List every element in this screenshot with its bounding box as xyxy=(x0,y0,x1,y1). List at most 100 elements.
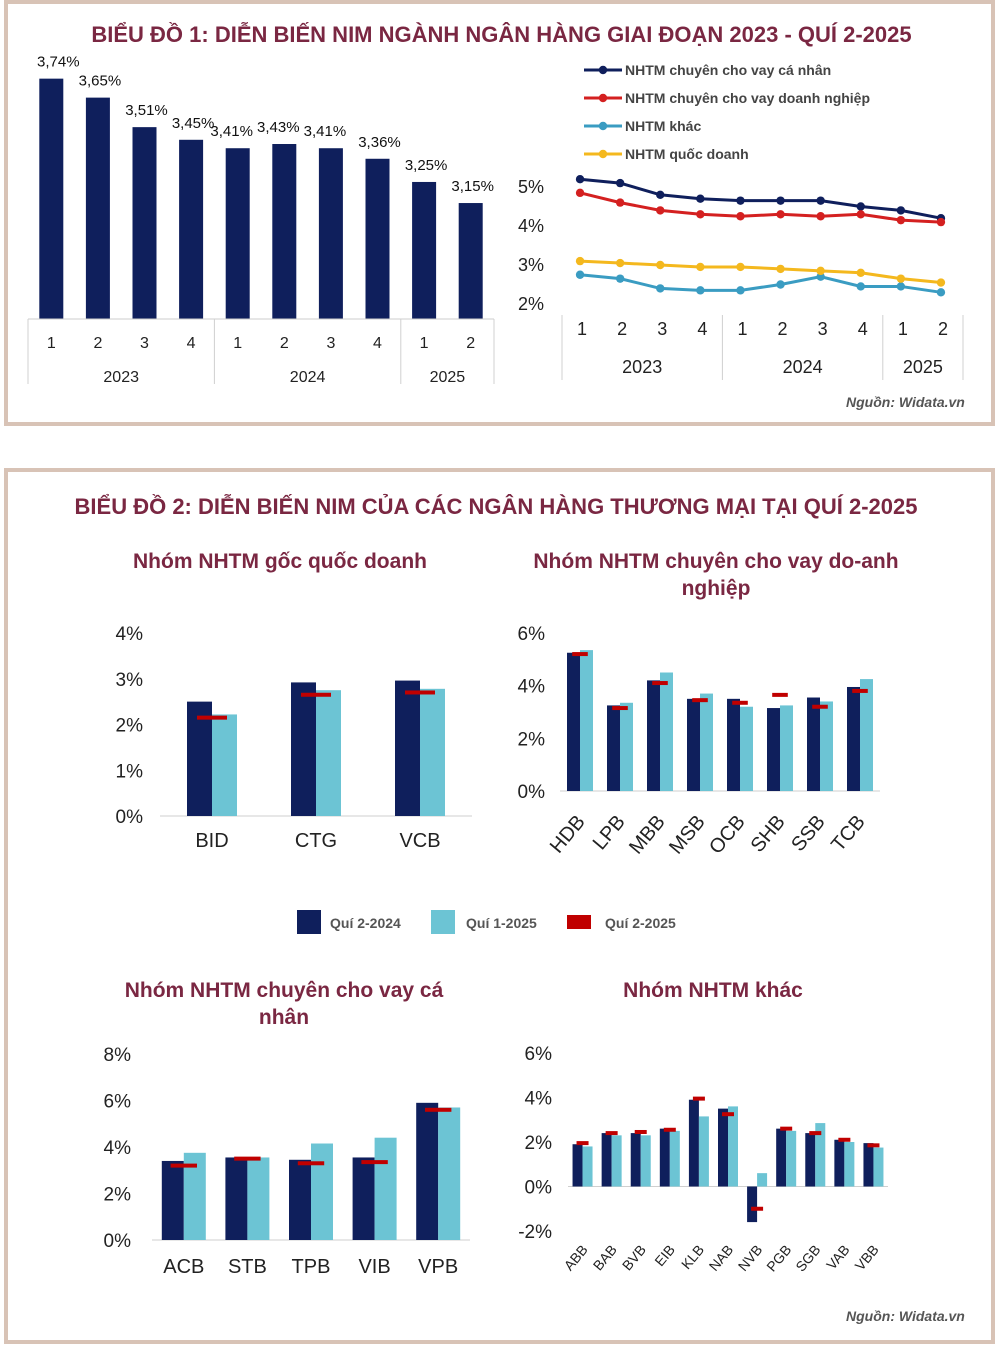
chart1-source: Nguồn: Widata.vn xyxy=(846,394,965,410)
x-tick-label: VBB xyxy=(851,1242,881,1274)
bar-industry-nim xyxy=(318,148,343,319)
series-point xyxy=(896,282,906,291)
bar-q2-2024 xyxy=(607,705,620,791)
y-tick-label: 0% xyxy=(525,1178,553,1199)
data-label: 3,36% xyxy=(358,134,401,151)
bar-q1-2025 xyxy=(620,702,633,791)
y-tick-label: 8% xyxy=(104,1045,132,1066)
legend-swatch-q2-2025 xyxy=(567,915,591,929)
marker-q2-2025 xyxy=(692,1096,705,1101)
series-point xyxy=(656,190,665,199)
y-tick-label: -2% xyxy=(518,1222,552,1243)
y-tick-label: 5% xyxy=(518,177,544,197)
marker-q2-2025 xyxy=(663,1127,676,1132)
marker-q2-2025 xyxy=(634,1129,647,1134)
x-tick-label: BID xyxy=(195,830,228,852)
series-line xyxy=(579,259,942,285)
series-point xyxy=(575,188,585,198)
x-tick-label: MSB xyxy=(665,811,710,858)
bar-q1-2025 xyxy=(700,693,713,791)
x-tick-label: BAB xyxy=(590,1242,620,1274)
series-point xyxy=(776,280,785,289)
x-tick-label: VCB xyxy=(399,830,440,852)
bar-q2-2024 xyxy=(630,1133,641,1187)
marker-q2-2025 xyxy=(867,1143,880,1148)
x-tick-label: OCB xyxy=(705,811,750,858)
bar-q1-2025 xyxy=(582,1146,593,1187)
bar-q1-2025 xyxy=(660,672,673,791)
series-point xyxy=(896,206,906,215)
series-point xyxy=(736,286,745,295)
y-tick-label: 4% xyxy=(116,624,144,645)
y-tick-label: 4% xyxy=(518,216,544,236)
bar-industry-nim xyxy=(272,144,297,319)
marker-q2-2025 xyxy=(722,1112,734,1117)
x-tick-label: 2 xyxy=(466,335,475,352)
marker-q2-2025 xyxy=(572,652,588,657)
data-label: 3,41% xyxy=(304,123,347,140)
series-point xyxy=(856,202,865,211)
marker-q2-2025 xyxy=(772,692,788,697)
bar-industry-nim xyxy=(225,148,250,319)
series-point xyxy=(736,212,745,221)
data-label: 3,74% xyxy=(37,54,80,71)
x-tick-label: 4 xyxy=(373,335,382,352)
x-tick-label: 2 xyxy=(280,335,289,352)
series-point xyxy=(736,262,745,272)
bar-q2-2024 xyxy=(225,1157,248,1240)
bar-q2-2024 xyxy=(687,698,700,791)
bar-q2-2024 xyxy=(805,1133,816,1187)
data-label: 3,41% xyxy=(210,123,253,140)
series-line xyxy=(579,177,942,220)
bar-q1-2025 xyxy=(786,1130,797,1187)
year-label: 2024 xyxy=(783,357,823,377)
data-label: 3,65% xyxy=(79,73,122,90)
y-tick-label: 4% xyxy=(518,677,546,698)
x-tick-label: 1 xyxy=(420,335,429,352)
legend-label: NHTM khác xyxy=(625,118,701,134)
bar-industry-nim xyxy=(365,158,390,319)
panel-separator xyxy=(0,426,1003,468)
x-tick-label: HDB xyxy=(546,811,590,857)
bar-industry-nim xyxy=(412,181,437,319)
bar-q1-2025 xyxy=(212,714,237,816)
series-point xyxy=(856,268,865,277)
bar-q2-2024 xyxy=(863,1143,874,1187)
x-tick-label: 1 xyxy=(737,319,747,339)
series-point xyxy=(776,196,785,205)
data-label: 3,25% xyxy=(405,157,448,174)
bar-q2-2024 xyxy=(767,708,780,791)
x-tick-label: VPB xyxy=(418,1256,458,1278)
x-tick-label: 2 xyxy=(93,335,102,352)
marker-q2-2025 xyxy=(425,1107,452,1112)
bar-industry-nim xyxy=(132,127,157,320)
legend-label: NHTM quốc doanh xyxy=(625,146,749,162)
series-point xyxy=(816,272,825,281)
x-tick-label: NVB xyxy=(735,1242,766,1274)
x-tick-label: 1 xyxy=(898,319,908,339)
bar-q2-2024 xyxy=(688,1099,699,1187)
y-tick-label: 3% xyxy=(116,670,144,691)
y-tick-label: 2% xyxy=(104,1185,132,1206)
x-tick-label: 1 xyxy=(577,319,587,339)
marker-q2-2025 xyxy=(297,1161,325,1166)
legend-label-q2-2025: Quí 2-2025 xyxy=(605,915,676,931)
legend-label-q2-2024: Quí 2-2024 xyxy=(330,915,401,931)
bar-industry-nim xyxy=(458,203,483,319)
x-tick-label: 3 xyxy=(657,319,667,339)
chart2-source: Nguồn: Widata.vn xyxy=(846,1308,965,1324)
y-tick-label: 0% xyxy=(116,807,144,828)
bar-industry-nim xyxy=(179,139,204,319)
marker-q2-2025 xyxy=(809,1131,822,1136)
bar-q2-2024 xyxy=(352,1157,375,1240)
x-tick-label: TCB xyxy=(827,811,870,856)
bar-q2-2024 xyxy=(727,698,740,791)
marker-q2-2025 xyxy=(852,688,868,693)
marker-q2-2025 xyxy=(751,1206,764,1211)
bar-q2-2024 xyxy=(291,682,316,816)
bar-q1-2025 xyxy=(740,706,753,791)
bar-q1-2025 xyxy=(728,1106,738,1187)
bar-q2-2024 xyxy=(834,1139,845,1187)
series-point xyxy=(816,212,825,221)
